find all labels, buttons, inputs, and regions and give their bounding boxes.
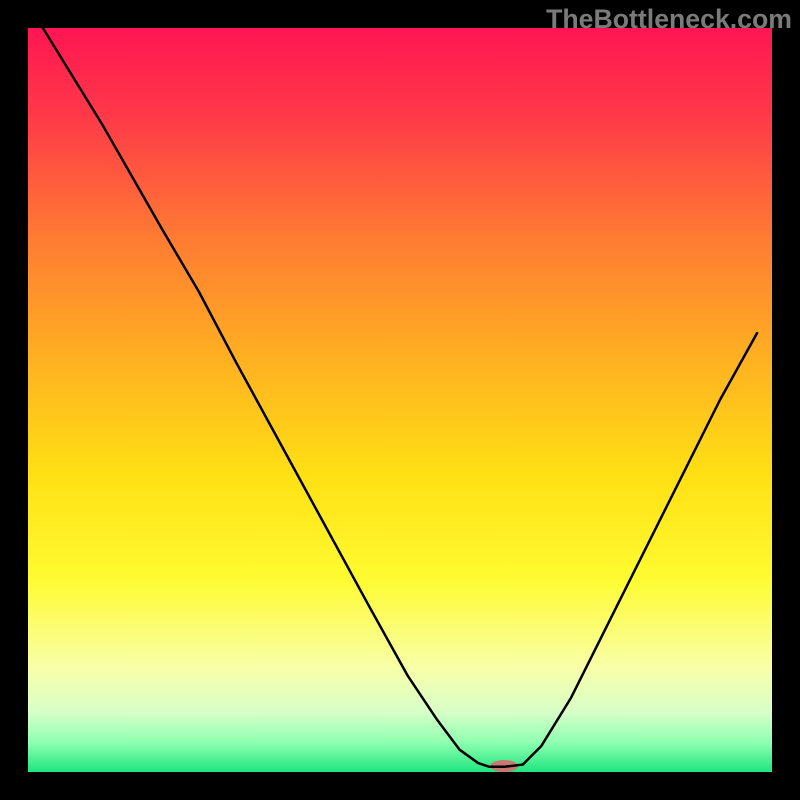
chart-svg — [0, 0, 800, 800]
watermark-text: TheBottleneck.com — [546, 4, 792, 35]
bottleneck-chart: TheBottleneck.com — [0, 0, 800, 800]
